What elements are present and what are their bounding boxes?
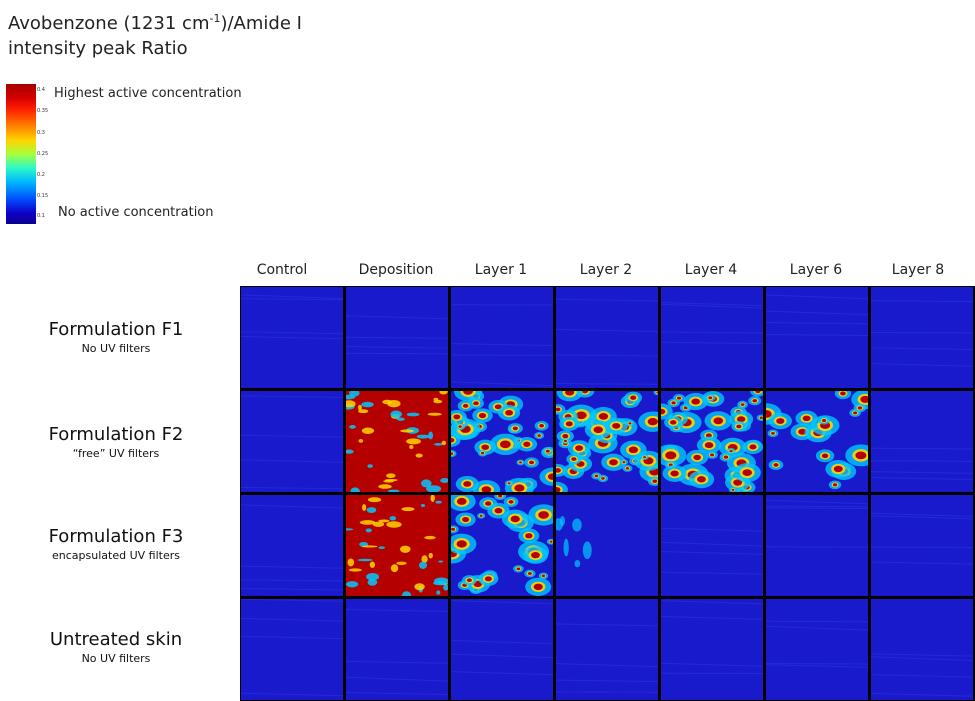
color-scale: 0.4 0.35 0.3 0.25 0.2 0.15 0.1 [6,84,50,226]
row-label-f2: Formulation F2 “free” UV filters [10,423,222,461]
col-header-control: Control [256,262,308,278]
map-tile-untreated-deposition [346,599,448,700]
row-name: Formulation F3 [48,526,184,547]
map-tile-f2-layer-4 [661,391,763,492]
map-tile-f3-layer-4 [661,495,763,596]
map-tile-f3-control [241,495,343,596]
map-tile-f1-layer-8 [871,287,973,388]
map-tile-f3-deposition [346,495,448,596]
scale-tick: 0.15 [37,193,49,199]
map-tile-f1-deposition [346,287,448,388]
title-line-1: Avobenzone (1231 cm-1)/Amide I [8,12,302,34]
row-name: Formulation F2 [48,424,184,445]
map-tile-f2-layer-1 [451,391,553,492]
map-tile-untreated-layer-8 [871,599,973,700]
row-name: Untreated skin [49,629,183,650]
map-tile-f2-layer-2 [556,391,658,492]
row-label-f1: Formulation F1 No UV filters [10,318,222,356]
row-subtitle: No UV filters [81,652,151,665]
map-tile-untreated-control [241,599,343,700]
map-tile-f1-layer-2 [556,287,658,388]
row-subtitle: No UV filters [81,342,151,355]
col-header-layer-4: Layer 4 [684,262,738,278]
map-tile-f2-control [241,391,343,492]
map-tile-f3-layer-6 [766,495,868,596]
map-tile-f3-layer-2 [556,495,658,596]
col-header-layer-2: Layer 2 [579,262,633,278]
row-label-f3: Formulation F3 encapsulated UV filters [10,525,222,563]
scale-tick: 0.4 [37,87,45,93]
map-tile-f1-layer-1 [451,287,553,388]
title-line-2: intensity peak Ratio [8,38,188,59]
row-subtitle: encapsulated UV filters [52,549,180,562]
map-tile-untreated-layer-4 [661,599,763,700]
scale-low-label: No active concentration [58,205,214,220]
map-tile-f2-layer-8 [871,391,973,492]
col-header-layer-6: Layer 6 [789,262,843,278]
map-tile-untreated-layer-2 [556,599,658,700]
color-scale-bar [6,84,36,224]
map-tile-f1-layer-6 [766,287,868,388]
col-header-layer-1: Layer 1 [474,262,528,278]
map-tile-f3-layer-8 [871,495,973,596]
map-tile-f3-layer-1 [451,495,553,596]
map-tile-f2-deposition [346,391,448,492]
scale-tick: 0.1 [37,213,45,219]
map-tile-f2-layer-6 [766,391,868,492]
col-header-deposition: Deposition [358,262,434,278]
row-name: Formulation F1 [48,319,184,340]
scale-tick: 0.2 [37,172,45,178]
row-subtitle: “free” UV filters [72,447,160,460]
scale-tick: 0.3 [37,130,45,136]
scale-high-label: Highest active concentration [54,86,242,101]
map-tile-f1-layer-4 [661,287,763,388]
map-tile-untreated-layer-1 [451,599,553,700]
col-header-layer-8: Layer 8 [891,262,945,278]
map-tile-untreated-layer-6 [766,599,868,700]
raman-image-grid [240,286,975,701]
row-label-untreated: Untreated skin No UV filters [10,628,222,666]
scale-tick: 0.25 [37,151,49,157]
map-tile-f1-control [241,287,343,388]
scale-tick: 0.35 [37,108,49,114]
figure-title: Avobenzone (1231 cm-1)/Amide I intensity… [8,6,302,61]
